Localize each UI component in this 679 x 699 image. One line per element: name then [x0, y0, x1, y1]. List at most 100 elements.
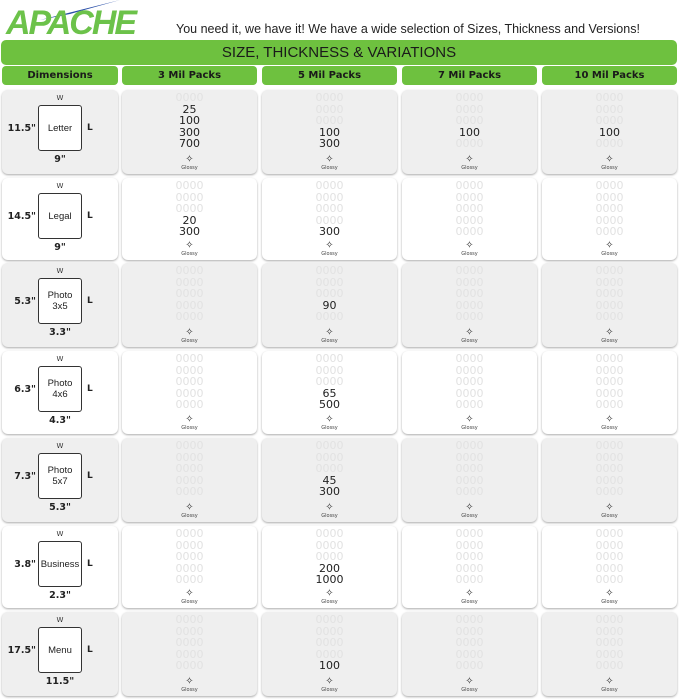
length-marker: L [87, 645, 93, 655]
ghost-placeholder: 0000 [315, 114, 344, 127]
ghost-placeholder: 0000 [455, 298, 484, 312]
glossy-badge: ✧ Glossy [122, 677, 257, 694]
page-title: SIZE, THICKNESS & VARIATIONS [1, 40, 677, 65]
ghost-placeholder: 0000 [595, 375, 624, 388]
ghost-placeholder: 0000 [175, 386, 204, 400]
glossy-icon: ✧ [325, 240, 334, 251]
length-marker: L [87, 559, 93, 569]
ghost-placeholder: 0000 [455, 310, 484, 323]
ghost-placeholder: 0000 [315, 613, 344, 626]
length-marker: L [87, 296, 93, 306]
pack-cell: 0000 0000 0000 100 0000 ✧ Glossy [402, 90, 537, 174]
glossy-label: Glossy [181, 425, 198, 431]
size-name: Photo 5x7 [38, 453, 82, 499]
glossy-label: Glossy [181, 599, 198, 605]
ghost-placeholder: 0000 [595, 450, 624, 464]
pack-count: 300 [319, 485, 340, 498]
ghost-placeholder: 0000 [455, 363, 484, 377]
width-marker: W [56, 355, 64, 363]
ghost-placeholder: 0000 [175, 275, 204, 289]
glossy-icon: ✧ [465, 676, 474, 687]
ghost-placeholder: 0000 [175, 91, 204, 104]
glossy-badge: ✧ Glossy [262, 589, 397, 606]
glossy-badge: ✧ Glossy [122, 155, 257, 172]
glossy-badge: ✧ Glossy [122, 503, 257, 520]
glossy-badge: ✧ Glossy [402, 155, 537, 172]
ghost-placeholder: 0000 [455, 287, 484, 300]
pack-cell: 0000 0000 0000 0000 0000 ✧ Glossy [122, 351, 257, 434]
pack-count: 25 [182, 102, 197, 116]
pack-cell: 0000 0000 0000 0000 0000 ✧ Glossy [402, 526, 537, 608]
glossy-label: Glossy [601, 251, 618, 257]
ghost-placeholder: 0000 [455, 137, 484, 150]
ghost-placeholder: 0000 [315, 439, 344, 452]
ghost-placeholder: 0000 [175, 352, 204, 365]
ghost-placeholder: 0000 [315, 538, 344, 552]
glossy-badge: ✧ Glossy [542, 415, 677, 432]
pack-cell: 0000 0000 0000 0000 0000 ✧ Glossy [542, 178, 677, 260]
ghost-placeholder: 0000 [455, 462, 484, 475]
ghost-placeholder: 0000 [175, 538, 204, 552]
ghost-placeholder: 0000 [175, 473, 204, 487]
pack-cell: 0000 0000 0000 0000 0000 ✧ Glossy [542, 263, 677, 347]
width-marker: W [56, 442, 64, 450]
ghost-placeholder: 0000 [315, 275, 344, 289]
glossy-icon: ✧ [605, 240, 614, 251]
glossy-label: Glossy [321, 165, 338, 171]
glossy-badge: ✧ Glossy [122, 240, 257, 258]
ghost-placeholder: 0000 [315, 310, 344, 323]
ghost-placeholder: 0000 [455, 473, 484, 487]
glossy-label: Glossy [601, 687, 618, 693]
pack-cell: 0000 0000 0000 90 0000 ✧ Glossy [262, 263, 397, 347]
glossy-icon: ✧ [185, 240, 194, 251]
ghost-placeholder: 0000 [315, 647, 344, 661]
size-name: Legal [38, 193, 82, 239]
plane-logo-icon [40, 0, 120, 20]
pack-cell: 0000 0000 0000 100 0000 ✧ Glossy [542, 90, 677, 174]
size-name: Business [38, 541, 82, 587]
pack-cell: 0000 0000 0000 0000 0000 ✧ Glossy [122, 612, 257, 696]
ghost-placeholder: 0000 [175, 550, 204, 563]
ghost-placeholder: 0000 [175, 439, 204, 452]
ghost-placeholder: 0000 [455, 352, 484, 365]
ghost-placeholder: 0000 [455, 275, 484, 289]
glossy-label: Glossy [601, 513, 618, 519]
size-height: 14.5" [7, 211, 36, 222]
ghost-placeholder: 0000 [595, 114, 624, 127]
ghost-placeholder: 0000 [175, 298, 204, 312]
width-marker: W [56, 94, 64, 102]
glossy-label: Glossy [601, 425, 618, 431]
size-height: 3.8" [14, 559, 36, 570]
ghost-placeholder: 0000 [315, 462, 344, 475]
pack-cell: 0000 0000 0000 0000 100 ✧ Glossy [262, 612, 397, 696]
column-header: Dimensions [2, 66, 118, 85]
ghost-placeholder: 0000 [455, 538, 484, 552]
pack-count: 20 [182, 213, 197, 227]
glossy-badge: ✧ Glossy [262, 155, 397, 172]
pack-cell: 0000 0000 0000 0000 0000 ✧ Glossy [542, 351, 677, 434]
dimension-cell: W Photo 5x7 L 7.3" 5.3" [2, 438, 118, 522]
size-height: 17.5" [7, 645, 36, 656]
ghost-placeholder: 0000 [315, 550, 344, 563]
ghost-placeholder: 0000 [315, 179, 344, 192]
glossy-badge: ✧ Glossy [542, 240, 677, 258]
glossy-badge: ✧ Glossy [542, 589, 677, 606]
pack-count: 100 [319, 659, 340, 672]
pack-count: 45 [322, 473, 337, 487]
glossy-label: Glossy [461, 513, 478, 519]
ghost-placeholder: 0000 [595, 624, 624, 638]
ghost-placeholder: 0000 [595, 298, 624, 312]
glossy-badge: ✧ Glossy [542, 503, 677, 520]
glossy-badge: ✧ Glossy [402, 415, 537, 432]
pack-count: 100 [459, 125, 480, 139]
ghost-placeholder: 0000 [455, 561, 484, 575]
glossy-label: Glossy [321, 687, 338, 693]
pack-cell: 0000 0000 0000 0000 0000 ✧ Glossy [402, 178, 537, 260]
ghost-placeholder: 0000 [175, 462, 204, 475]
ghost-placeholder: 0000 [175, 179, 204, 192]
ghost-placeholder: 0000 [595, 225, 624, 238]
size-height: 6.3" [14, 384, 36, 395]
ghost-placeholder: 0000 [455, 375, 484, 388]
glossy-icon: ✧ [605, 676, 614, 687]
glossy-label: Glossy [461, 165, 478, 171]
